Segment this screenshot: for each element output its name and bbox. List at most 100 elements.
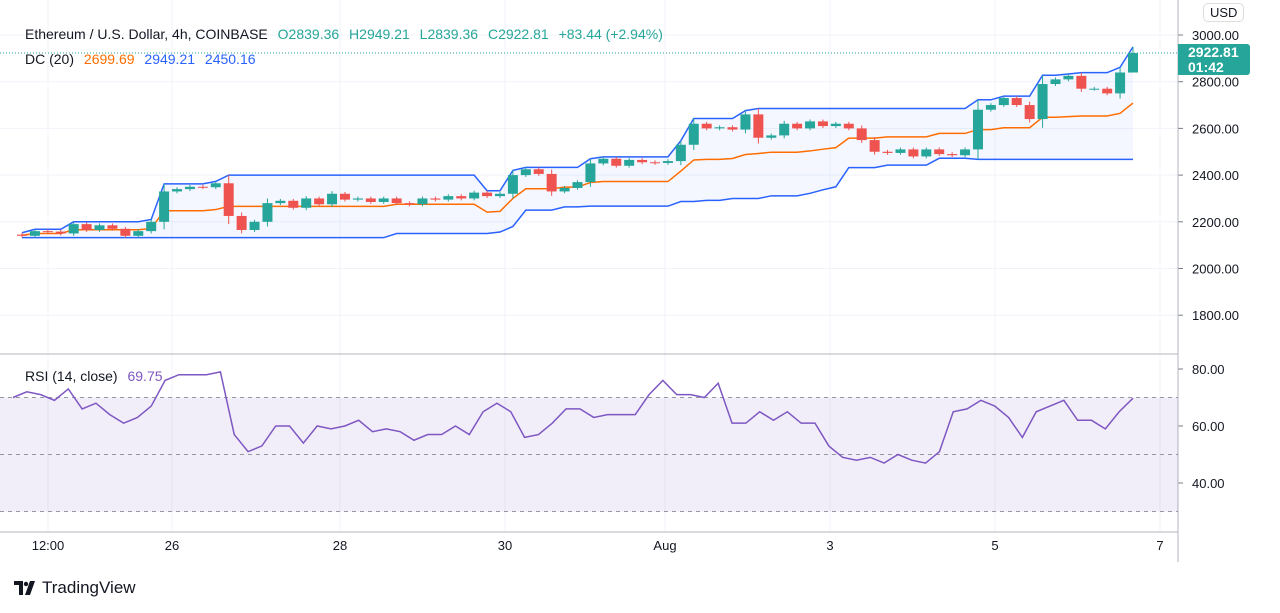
- y-tick-label: 2800.00: [1192, 75, 1239, 90]
- rsi-label[interactable]: RSI (14, close): [25, 368, 118, 384]
- candle-body: [469, 192, 480, 199]
- symbol-legend: Ethereum / U.S. Dollar, 4h, COINBASE O28…: [25, 26, 669, 42]
- candle-body: [533, 169, 544, 174]
- candle-body: [275, 200, 286, 204]
- candle-body: [327, 193, 338, 205]
- candle-body: [753, 114, 764, 138]
- candle-body: [133, 231, 144, 236]
- candle-body: [29, 231, 40, 236]
- candle-body: [210, 183, 221, 188]
- candle-body: [249, 221, 260, 230]
- candle-body: [882, 151, 893, 153]
- candle-body: [223, 183, 234, 216]
- candle-body: [856, 128, 867, 141]
- candle-body: [68, 224, 79, 234]
- candle-body: [766, 135, 777, 138]
- candle-body: [94, 225, 105, 230]
- candle-body: [1050, 79, 1061, 85]
- candle-body: [507, 175, 518, 194]
- candle-body: [585, 163, 596, 183]
- candle-body: [120, 228, 131, 236]
- candle-body: [494, 193, 505, 197]
- candle-body: [159, 191, 170, 222]
- candle-body: [288, 200, 299, 208]
- dc-legend: DC (20) 2699.69 2949.21 2450.16: [25, 51, 262, 67]
- candle-body: [714, 127, 725, 129]
- candle-body: [1115, 72, 1126, 94]
- candle-body: [662, 161, 673, 163]
- candle-body: [81, 224, 92, 230]
- candle-body: [417, 198, 428, 205]
- rsi-band-fill: [0, 397, 1178, 512]
- candle-body: [740, 114, 751, 130]
- y-tick-label: 1800.00: [1192, 308, 1239, 323]
- candle-body: [985, 105, 996, 110]
- dc-label[interactable]: DC (20): [25, 51, 75, 67]
- candle-body: [17, 234, 27, 236]
- candle-body: [1076, 75, 1087, 89]
- y-tick-label: 2400.00: [1192, 168, 1239, 183]
- ohlc-high: H2949.21: [349, 26, 410, 42]
- candle-body: [598, 158, 609, 164]
- tradingview-logo-icon: [14, 581, 35, 595]
- candle-body: [184, 186, 195, 190]
- candle-body: [908, 149, 919, 157]
- last-price-tag: 2922.81 01:42: [1178, 44, 1250, 75]
- rsi-value: 69.75: [127, 368, 163, 384]
- x-tick-label: Aug: [653, 538, 676, 553]
- candle-body: [934, 149, 945, 155]
- candle-body: [236, 215, 247, 230]
- ohlc-close: C2922.81: [487, 26, 549, 42]
- candle-body: [843, 123, 854, 129]
- dc-basis-value: 2699.69: [83, 51, 135, 67]
- candle-body: [972, 109, 983, 150]
- candle-body: [352, 198, 363, 200]
- candle-body: [146, 221, 157, 232]
- x-tick-label: 12:00: [32, 538, 65, 553]
- candle-body: [624, 159, 635, 166]
- candle-body: [1024, 105, 1035, 120]
- dc-upper-line: [21, 46, 1134, 234]
- candle-body: [107, 225, 118, 229]
- candle-body: [430, 198, 441, 200]
- candle-body: [520, 169, 531, 176]
- candle-body: [1102, 88, 1113, 94]
- rsi-tick-label: 40.00: [1192, 476, 1225, 491]
- candle-body: [314, 198, 325, 205]
- candle-body: [869, 140, 880, 152]
- candle-body: [1037, 84, 1048, 120]
- candle-body: [779, 123, 790, 136]
- x-tick-label: 26: [165, 538, 179, 553]
- dc-lower-value: 2450.16: [204, 51, 256, 67]
- candle-body: [805, 121, 816, 129]
- ohlc-open: O2839.36: [277, 26, 340, 42]
- y-tick-label: 2200.00: [1192, 215, 1239, 230]
- candle-body: [1063, 75, 1074, 80]
- candle-body: [404, 203, 415, 205]
- candle-body: [830, 123, 841, 127]
- candle-body: [572, 182, 583, 188]
- candle-body: [172, 189, 183, 192]
- candle-body: [675, 144, 686, 162]
- candle-body: [443, 196, 454, 200]
- candle-body: [365, 198, 376, 202]
- rsi-legend: RSI (14, close) 69.75: [25, 368, 169, 384]
- candle-body: [339, 193, 350, 200]
- bar-countdown: 01:42: [1188, 59, 1224, 75]
- rsi-tick-label: 60.00: [1192, 419, 1225, 434]
- x-tick-label: 7: [1156, 538, 1163, 553]
- y-tick-label: 2000.00: [1192, 262, 1239, 277]
- candle-body: [482, 192, 493, 197]
- tradingview-logo[interactable]: TradingView: [14, 578, 136, 598]
- symbol-title[interactable]: Ethereum / U.S. Dollar, 4h, COINBASE: [25, 26, 268, 42]
- candle-body: [650, 162, 661, 164]
- candle-body: [688, 123, 699, 145]
- candle-body: [817, 121, 828, 127]
- candle-body: [456, 196, 467, 199]
- candle-body: [792, 123, 803, 129]
- currency-button[interactable]: USD: [1203, 3, 1245, 22]
- candle-body: [378, 198, 389, 202]
- candle-body: [1128, 53, 1138, 73]
